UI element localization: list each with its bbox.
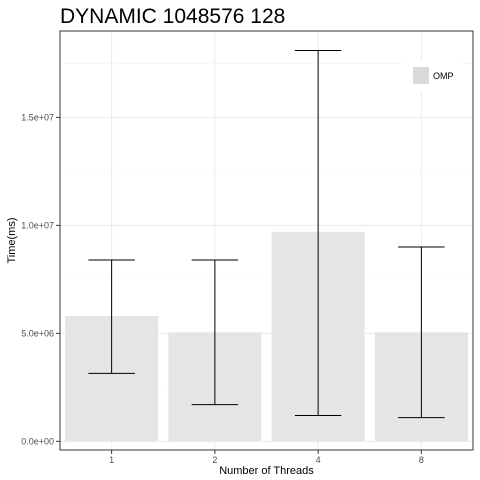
x-tick-label: 2 — [212, 455, 217, 465]
x-tick-label: 1 — [109, 455, 114, 465]
chart-title: DYNAMIC 1048576 128 — [60, 5, 285, 28]
y-tick-label: 5.0e+06 — [21, 328, 54, 338]
x-tick-label: 4 — [316, 455, 321, 465]
y-tick-label: 1.5e+07 — [21, 112, 54, 122]
y-tick-label: 1.0e+07 — [21, 220, 54, 230]
y-axis-title: Time(ms) — [6, 217, 18, 263]
panel-border — [59, 30, 474, 451]
legend-key-omp — [413, 67, 429, 84]
y-tick-label: 0.0e+00 — [21, 436, 54, 446]
x-axis-title: Number of Threads — [219, 465, 314, 477]
legend-label-omp: OMP — [433, 71, 454, 81]
x-tick-label: 8 — [419, 455, 424, 465]
